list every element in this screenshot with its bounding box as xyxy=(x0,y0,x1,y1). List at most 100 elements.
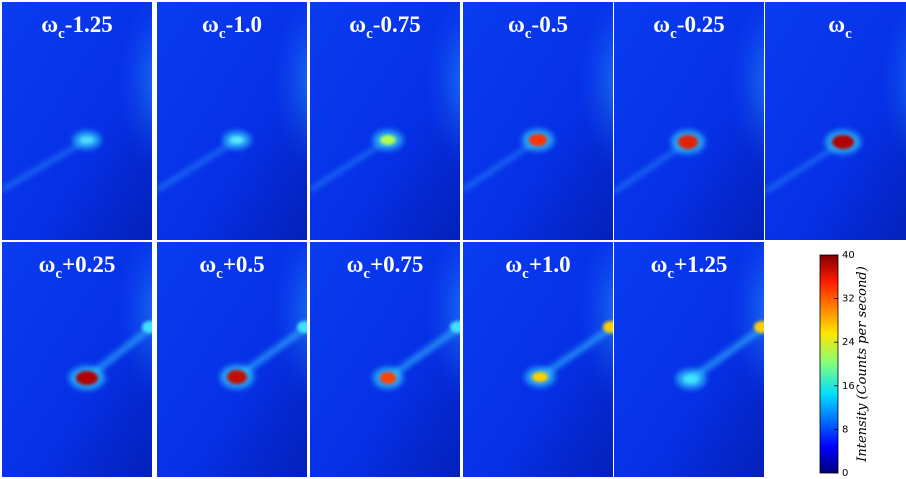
edge-spot xyxy=(297,321,307,333)
spot xyxy=(380,135,396,145)
panel-label: ωc xyxy=(828,12,852,42)
spot xyxy=(678,135,698,149)
offset: -1.25 xyxy=(65,12,113,37)
panel: ωc+1.0 xyxy=(463,242,613,477)
diffuse-ring xyxy=(117,2,152,170)
offset: +0.5 xyxy=(223,252,265,277)
spot xyxy=(683,374,699,384)
diffuse-ring xyxy=(272,2,307,170)
tick-label: 0 xyxy=(842,468,848,479)
panel-label: ωc-0.5 xyxy=(508,12,568,42)
subscript: c xyxy=(670,26,677,42)
streak xyxy=(765,140,845,194)
panel-image xyxy=(765,2,906,240)
spot xyxy=(76,371,98,385)
symbol: ω xyxy=(39,252,56,277)
colorbar-label: Intensity (Counts per second) xyxy=(855,266,870,463)
diffuse-ring xyxy=(425,2,460,170)
tick-label: 8 xyxy=(842,424,848,435)
panel-image xyxy=(614,242,764,477)
offset: -0.25 xyxy=(677,12,725,37)
spot xyxy=(230,136,244,144)
panel-image xyxy=(2,242,152,477)
streak xyxy=(614,140,690,194)
diffuse-ring xyxy=(117,242,152,400)
subscript: c xyxy=(216,266,223,282)
panel: ωc-0.25 xyxy=(614,2,764,240)
offset: +1.25 xyxy=(674,252,727,277)
tick-label: 32 xyxy=(842,294,855,305)
panel-label: ωc+0.25 xyxy=(39,252,116,282)
panel-label: ωc-1.0 xyxy=(202,12,262,42)
diffuse-ring xyxy=(425,242,460,400)
streak xyxy=(689,324,764,382)
spot xyxy=(80,136,94,144)
colorbar xyxy=(819,254,839,474)
subscript: c xyxy=(219,26,226,42)
symbol: ω xyxy=(651,252,668,277)
spot xyxy=(380,372,396,384)
panel: ωc+0.25 xyxy=(2,242,152,477)
panel-image xyxy=(157,242,307,477)
panel-image xyxy=(2,2,152,240)
edge-spot xyxy=(754,321,764,333)
offset: -1.0 xyxy=(226,12,262,37)
panel: ωc xyxy=(765,2,906,240)
symbol: ω xyxy=(202,12,219,37)
spot xyxy=(532,372,548,382)
symbol: ω xyxy=(199,252,216,277)
spot xyxy=(227,370,247,384)
panel-label: ωc+1.25 xyxy=(651,252,728,282)
subscript: c xyxy=(667,266,674,282)
panel-image xyxy=(463,2,613,240)
background xyxy=(765,2,906,240)
subscript: c xyxy=(522,266,529,282)
panel: ωc+1.25 xyxy=(614,242,764,477)
edge-spot xyxy=(142,321,152,333)
symbol: ω xyxy=(828,12,845,37)
diffuse-ring xyxy=(272,242,307,400)
tick-label: 16 xyxy=(842,381,855,392)
subscript: c xyxy=(58,26,65,42)
diffuse-ring xyxy=(729,242,764,400)
streak xyxy=(310,138,390,192)
panel-label: ωc-1.25 xyxy=(41,12,112,42)
subscript: c xyxy=(366,26,373,42)
panel-image xyxy=(614,2,764,240)
panel: ωc+0.75 xyxy=(310,242,460,477)
streak xyxy=(2,138,89,192)
subscript: c xyxy=(845,26,852,42)
subscript: c xyxy=(363,266,370,282)
offset: +0.75 xyxy=(370,252,423,277)
symbol: ω xyxy=(349,12,366,37)
subscript: c xyxy=(55,266,62,282)
spot xyxy=(832,135,854,149)
panel-image xyxy=(157,2,307,240)
offset: +0.25 xyxy=(62,252,115,277)
streak xyxy=(157,138,239,192)
tick-label: 40 xyxy=(842,250,855,261)
diffuse-ring xyxy=(880,2,906,164)
panel: ωc-0.5 xyxy=(463,2,613,240)
offset: -0.5 xyxy=(532,12,568,37)
diffuse-ring xyxy=(578,2,613,170)
panel: ωc-1.25 xyxy=(2,2,152,240)
symbol: ω xyxy=(347,252,364,277)
panel-label: ωc-0.25 xyxy=(653,12,724,42)
panel-image xyxy=(310,2,460,240)
panel-label: ωc+1.0 xyxy=(505,252,570,282)
panel: ωc-1.0 xyxy=(157,2,307,240)
spot xyxy=(529,134,547,146)
offset: -0.75 xyxy=(373,12,421,37)
offset: +1.0 xyxy=(529,252,571,277)
diffuse-ring xyxy=(578,242,613,400)
edge-spot xyxy=(450,321,460,333)
panel: ωc+0.5 xyxy=(157,242,307,477)
panel: ωc-0.75 xyxy=(310,2,460,240)
panel-label: ωc+0.5 xyxy=(199,252,264,282)
streak xyxy=(463,138,540,192)
panel-label: ωc+0.75 xyxy=(347,252,424,282)
streak xyxy=(538,324,613,380)
symbol: ω xyxy=(653,12,670,37)
